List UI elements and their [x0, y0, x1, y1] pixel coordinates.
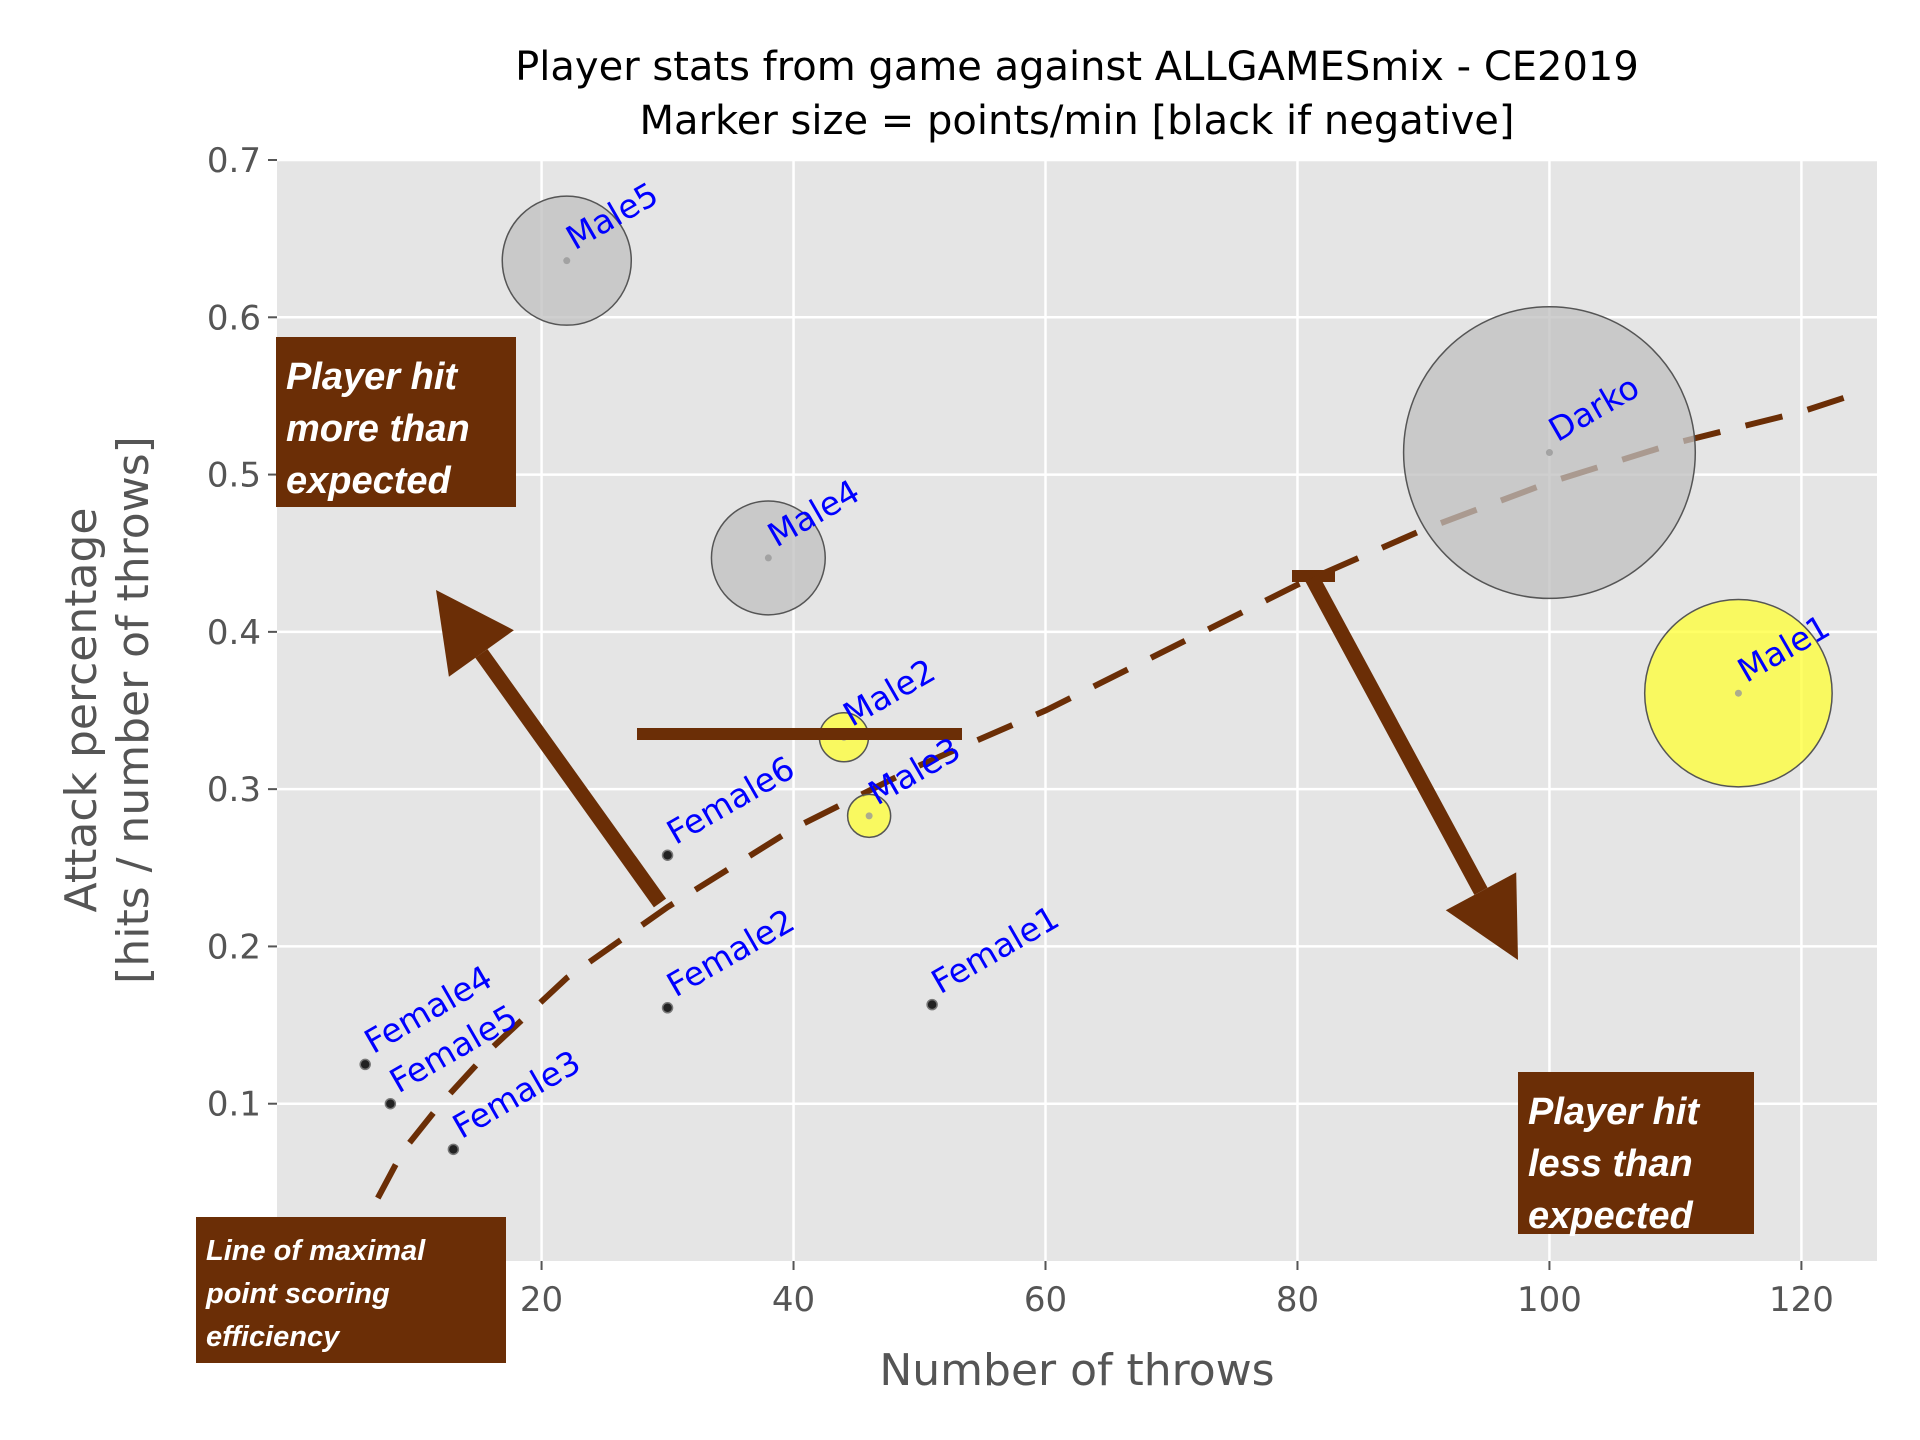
annotations-layer: Player hit more than expected Player hit les… — [196, 337, 1754, 1363]
axes: 2040608010012000.10.20.30.40.50.60.7 — [207, 141, 1834, 1320]
annotation-below-line: Player hit — [1528, 1091, 1700, 1133]
annotation-above-box — [276, 337, 516, 507]
y-tick-label: 0.5 — [207, 456, 261, 496]
y-tick-label: 0.6 — [207, 298, 261, 338]
annotation-above-line: more than — [286, 408, 470, 450]
efficiency-line-layer — [375, 388, 1866, 1200]
annotation-above-line: expected — [286, 460, 452, 502]
x-tick-label: 20 — [520, 1280, 563, 1320]
arrow-up-left-head — [436, 590, 514, 677]
x-tick-label: 100 — [1517, 1280, 1582, 1320]
y-tick-label: 0.1 — [207, 1085, 261, 1125]
y-axis-label-line2: [hits / number of throws] — [108, 436, 159, 984]
x-tick-label: 60 — [1024, 1280, 1067, 1320]
arrow-down-right-shaft — [1305, 574, 1488, 895]
annotation-line-box — [196, 1217, 506, 1363]
annotation-below-line: expected — [1528, 1195, 1694, 1237]
annotation-line-line: Line of maximal — [206, 1235, 426, 1267]
y-tick-label: 0.2 — [207, 927, 261, 967]
annotation-below-line: less than — [1528, 1143, 1693, 1185]
point-female5 — [384, 1097, 397, 1110]
point-center-male4 — [764, 554, 772, 562]
point-female1 — [926, 998, 938, 1011]
y-axis-label-line1: Attack percentage — [56, 508, 107, 913]
x-tick-label: 120 — [1769, 1280, 1834, 1320]
y-tick-label: 0.4 — [207, 613, 261, 653]
arrows-layer — [436, 570, 1518, 960]
x-tick-label: 80 — [1276, 1280, 1319, 1320]
point-female6 — [661, 849, 674, 861]
chart-title: Player stats from game against ALLGAMESm… — [515, 44, 1639, 90]
chart-subtitle: Marker size = points/min [black if negat… — [640, 98, 1515, 144]
annotation-line-line: point scoring — [205, 1278, 390, 1310]
arrow-down-right-head — [1445, 872, 1518, 960]
points-layer — [359, 195, 1833, 1156]
x-tick-label: 40 — [772, 1280, 815, 1320]
point-female4 — [359, 1058, 371, 1071]
y-tick-label: 0.3 — [207, 770, 261, 810]
x-axis-label: Number of throws — [879, 1345, 1274, 1396]
point-center-male3 — [865, 812, 873, 820]
y-tick-label: 0.7 — [207, 141, 261, 181]
annotation-line-line: efficiency — [206, 1321, 341, 1353]
annotation-below-box — [1518, 1072, 1754, 1234]
point-center-male1 — [1734, 689, 1742, 697]
point-center-darko — [1545, 449, 1553, 457]
point-female2 — [661, 1002, 674, 1014]
point-female3 — [447, 1143, 460, 1156]
point-center-male5 — [563, 257, 571, 265]
arrow-up-left-shaft — [475, 649, 667, 908]
annotation-above-line: Player hit — [286, 356, 458, 398]
efficiency-line — [375, 388, 1866, 1200]
